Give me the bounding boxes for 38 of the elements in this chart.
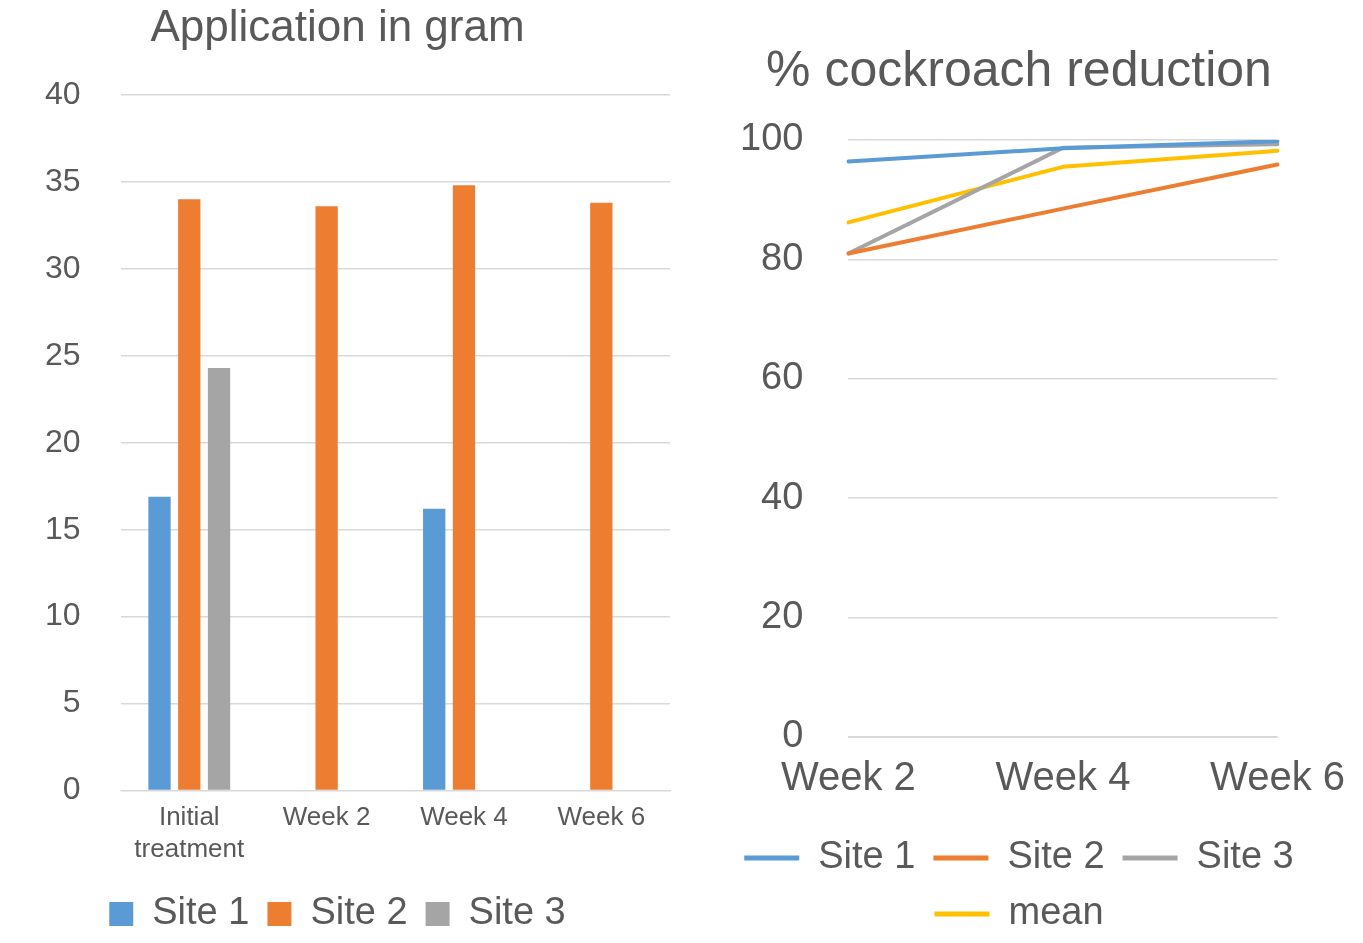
x-tick-label: Week 4 [995, 754, 1131, 799]
bar [178, 199, 201, 790]
x-tick-label: Week 6 [557, 801, 646, 832]
y-tick-label: 100 [740, 116, 804, 159]
legend-label: Site 3 [468, 890, 566, 933]
x-tick-label: Initial treatment [134, 801, 245, 863]
bar [590, 202, 613, 790]
y-tick-label: 5 [62, 683, 81, 720]
y-tick-label: 20 [761, 594, 804, 637]
legend-label: Site 1 [152, 890, 250, 933]
x-tick-label: Week 4 [420, 801, 508, 832]
y-tick-label: 35 [45, 161, 81, 198]
legend-label: Site 1 [818, 834, 916, 877]
legend-label: Site 2 [1007, 834, 1105, 877]
y-tick-label: 40 [761, 474, 804, 517]
y-tick-label: 10 [45, 596, 81, 633]
chart-title: % cockroach reduction [766, 40, 1272, 97]
y-tick-label: 15 [45, 509, 81, 546]
bar [452, 185, 476, 790]
y-tick-label: 60 [761, 355, 804, 398]
legend-label: Site 2 [310, 890, 408, 933]
y-tick-label: 40 [45, 74, 81, 111]
x-tick-label: Week 2 [780, 754, 916, 799]
bar [423, 508, 446, 790]
y-tick-label: 25 [45, 335, 81, 372]
y-tick-label: 0 [782, 713, 804, 756]
y-tick-label: 20 [45, 422, 81, 459]
y-tick-label: 80 [761, 235, 804, 278]
y-tick-label: 30 [45, 248, 81, 285]
chart-title: Application in gram [150, 0, 525, 50]
x-tick-label: Week 6 [1210, 754, 1345, 799]
bar [315, 206, 338, 790]
bar [148, 496, 171, 790]
bar [207, 367, 231, 790]
legend-label: mean [1008, 890, 1104, 933]
y-tick-label: 0 [62, 770, 81, 807]
x-tick-label: Week 2 [282, 801, 371, 832]
legend-label: Site 3 [1196, 834, 1294, 877]
